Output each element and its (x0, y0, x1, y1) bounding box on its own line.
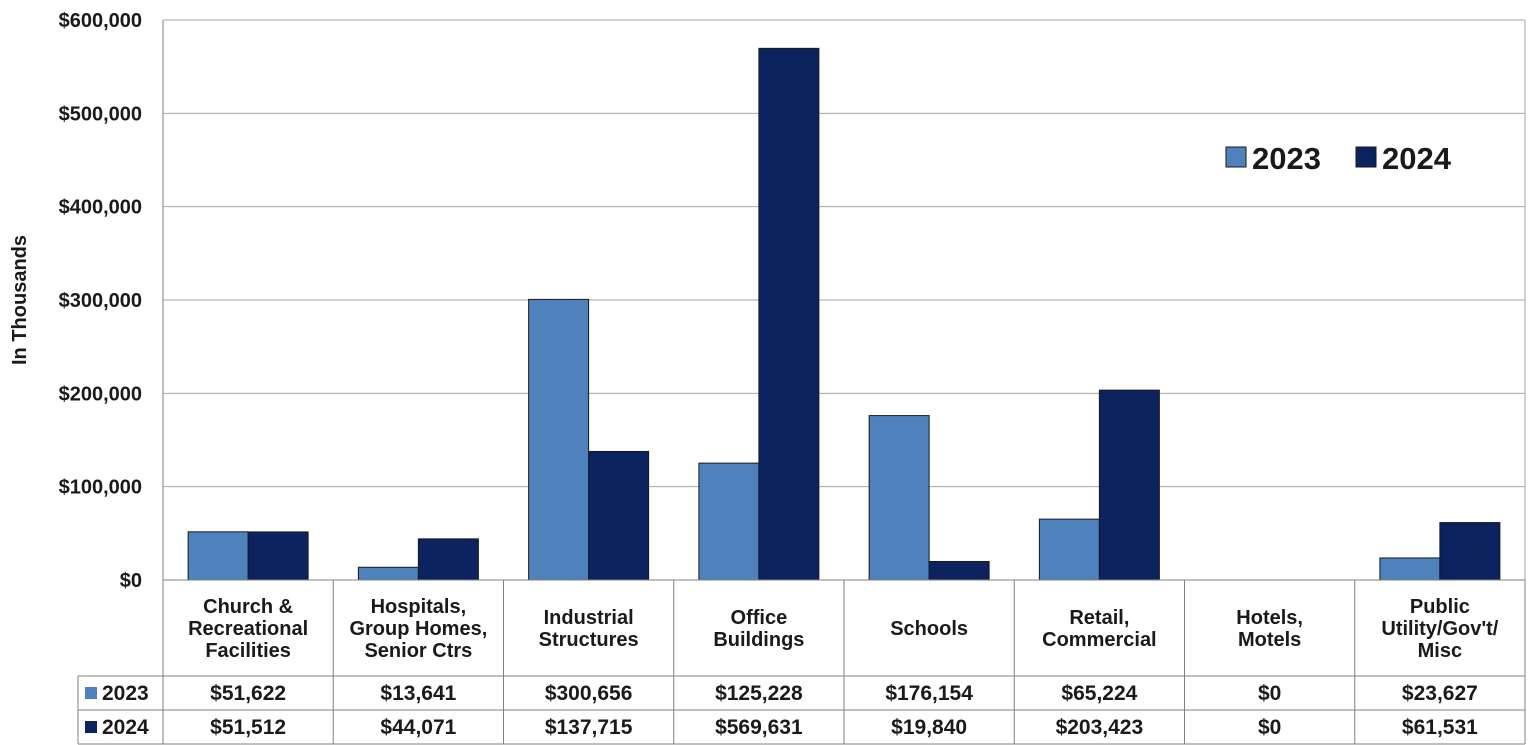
category-label: Hospitals, (371, 596, 467, 618)
y-tick-label: $0 (120, 570, 142, 592)
legend: 2023 2024 (1225, 141, 1452, 176)
bar-2024 (247, 531, 309, 581)
table-cell: $137,715 (545, 716, 633, 739)
bar-2023 (187, 531, 249, 581)
table-legend-key-2023 (85, 687, 97, 699)
category-label: Hotels, (1236, 607, 1303, 629)
y-tick-label: $600,000 (59, 10, 142, 32)
bar-2024 (588, 450, 650, 581)
category-label: Recreational (188, 618, 308, 640)
table-series-name: 2023 (102, 682, 149, 705)
bar-2024 (417, 538, 479, 581)
y-axis-title: In Thousands (9, 235, 31, 365)
category-label: Church & (203, 596, 293, 618)
bar-2024 (758, 47, 820, 581)
bar-2023 (698, 462, 760, 581)
bar-2023 (1038, 518, 1100, 581)
category-label: Structures (539, 629, 639, 651)
table-cell: $44,071 (380, 716, 456, 739)
bar-2023 (357, 566, 419, 581)
table-cell: $203,423 (1056, 716, 1144, 739)
table-cell: $51,512 (210, 716, 286, 739)
y-tick-label: $100,000 (59, 477, 142, 499)
bars (187, 47, 1501, 581)
data-table: 2023 $51,622 $13,641 $300,656 $125,228 $176,1… (77, 675, 1525, 745)
table-cell: $13,641 (380, 682, 456, 705)
y-tick-label: $300,000 (59, 290, 142, 312)
bar-2023 (1379, 557, 1441, 581)
legend-key-2023 (1225, 146, 1247, 168)
bar-2024 (928, 560, 990, 581)
y-axis-ticks: $0 $100,000 $200,000 $300,000 $400,000 $500,0… (59, 10, 142, 592)
category-label: Senior Ctrs (364, 640, 472, 662)
category-label: Utility/Gov't/ (1381, 618, 1498, 640)
category-label: Retail, (1069, 607, 1129, 629)
category-label: Misc (1418, 640, 1462, 662)
category-label: Group Homes, (349, 618, 487, 640)
bar-2024 (1098, 389, 1160, 581)
table-cell: $125,228 (715, 682, 803, 705)
bar-2023 (528, 298, 590, 581)
y-tick-label: $200,000 (59, 383, 142, 405)
table-cell: $300,656 (545, 682, 633, 705)
table-cell: $65,224 (1061, 682, 1137, 705)
category-label: Buildings (713, 629, 804, 651)
table-legend-key-2024 (85, 721, 97, 733)
category-label: Schools (890, 618, 968, 640)
legend-key-2024 (1355, 146, 1377, 168)
category-label: Public (1410, 596, 1470, 618)
category-label: Industrial (544, 607, 634, 629)
y-tick-label: $400,000 (59, 197, 142, 219)
table-cell: $51,622 (210, 682, 286, 705)
category-label: Office (731, 607, 788, 629)
bar-2024 (1439, 522, 1501, 581)
category-label: Commercial (1042, 629, 1157, 651)
table-cell: $23,627 (1402, 682, 1478, 705)
table-cell: $176,154 (885, 682, 973, 705)
table-cell: $569,631 (715, 716, 803, 739)
y-tick-label: $500,000 (59, 103, 142, 125)
table-cell: $0 (1258, 716, 1281, 739)
category-label: Motels (1238, 629, 1301, 651)
bar-2023 (868, 415, 930, 581)
axes (162, 19, 1526, 744)
legend-label: 2024 (1382, 141, 1452, 176)
table-cell: $19,840 (891, 716, 967, 739)
table-series-name: 2024 (102, 716, 149, 739)
category-label: Facilities (205, 640, 291, 662)
table-cell: $0 (1258, 682, 1281, 705)
legend-label: 2023 (1252, 141, 1321, 176)
table-cell: $61,531 (1402, 716, 1478, 739)
